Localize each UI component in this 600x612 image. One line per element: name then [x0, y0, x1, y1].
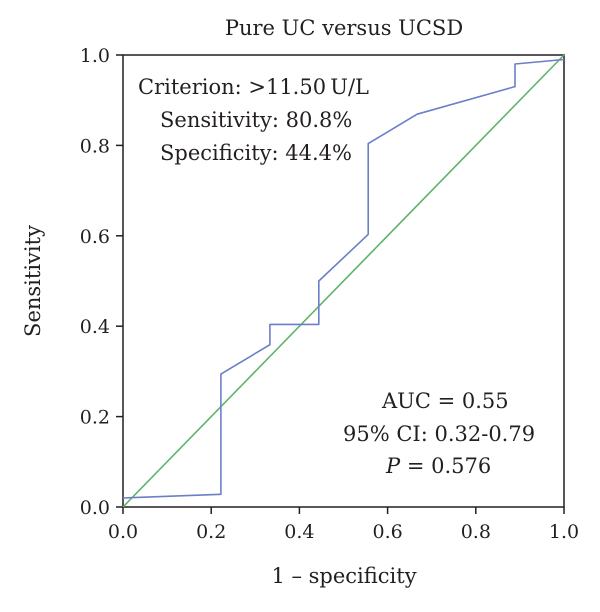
y-tick-label: 1.0: [80, 45, 110, 67]
x-tick-label: 0.8: [461, 521, 491, 543]
annotation-sensitivity: Sensitivity: 80.8%: [160, 108, 352, 132]
x-tick-label: 0.0: [108, 521, 138, 543]
x-axis: 0.0 0.2 0.4 0.6 0.8 1.0: [108, 507, 579, 543]
x-tick-label: 0.4: [284, 521, 314, 543]
y-tick-label: 0.2: [80, 407, 110, 429]
chart-title: Pure UC versus UCSD: [225, 16, 463, 40]
y-tick-label: 0.0: [80, 497, 110, 519]
x-tick-label: 0.6: [372, 521, 402, 543]
y-tick-label: 0.4: [80, 316, 110, 338]
y-axis-label: Sensitivity: [21, 225, 45, 337]
x-tick-label: 0.2: [196, 521, 226, 543]
reference-diagonal-line: [122, 54, 565, 508]
annotation-ci: 95% CI: 0.32-0.79: [343, 422, 535, 446]
y-axis: 0.0 0.2 0.4 0.6 0.8 1.0: [80, 45, 123, 519]
annotation-p-value: P = 0.576: [385, 454, 491, 478]
plot-frame: [122, 54, 565, 508]
annotation-specificity: Specificity: 44.4%: [160, 141, 352, 165]
x-tick-label: 1.0: [549, 521, 579, 543]
p-symbol: P: [385, 454, 401, 478]
series-layer: [122, 54, 565, 508]
annotation-criterion: Criterion: >11.50 U/L: [138, 75, 369, 99]
y-tick-label: 0.8: [80, 135, 110, 157]
p-value-text: = 0.576: [400, 454, 491, 478]
roc-curve-line: [122, 58, 565, 499]
x-axis-label: 1 – specificity: [271, 564, 416, 588]
y-tick-label: 0.6: [80, 226, 110, 248]
annotation-auc: AUC = 0.55: [381, 389, 509, 413]
